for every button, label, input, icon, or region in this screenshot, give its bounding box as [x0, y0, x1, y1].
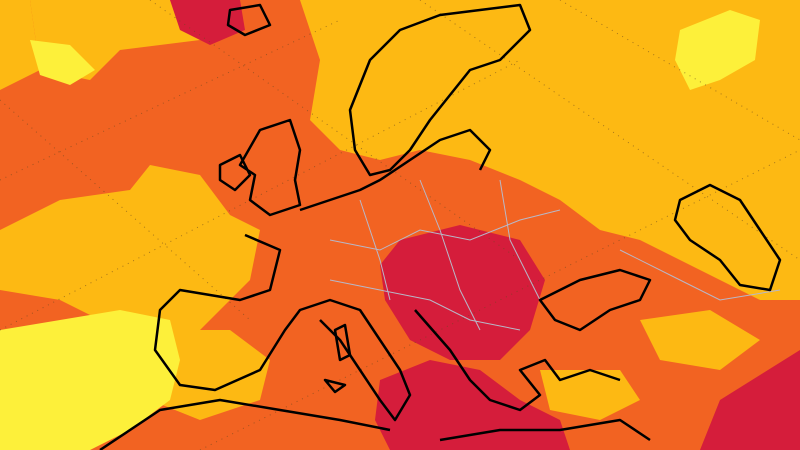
iceland-coast	[226, 3, 272, 37]
black-sea-coast	[538, 268, 652, 332]
britain-coast	[218, 118, 302, 217]
north-coast	[299, 128, 492, 212]
yellow-region-atlantic	[30, 40, 95, 85]
crimson-region-north	[170, 0, 245, 45]
amber-region-iberia	[150, 330, 270, 420]
yellow-region-northeast	[675, 10, 760, 90]
islands-coast	[323, 323, 352, 394]
crimson-region-south	[375, 360, 570, 450]
caspian-coast	[673, 183, 782, 292]
balkan-coast	[414, 309, 621, 412]
amber-region-north	[300, 0, 800, 300]
yellow-region-southwest	[0, 310, 180, 450]
southwest-coast	[153, 233, 412, 422]
amber-region-aegean	[540, 370, 640, 420]
country-borders	[329, 179, 781, 331]
crimson-region-southeast	[700, 350, 800, 450]
africa-coast	[99, 398, 651, 450]
amber-region-corner	[0, 0, 40, 90]
amber-region-east	[640, 310, 760, 370]
amber-region-west	[0, 165, 260, 360]
scandinavia-coast	[348, 3, 532, 177]
